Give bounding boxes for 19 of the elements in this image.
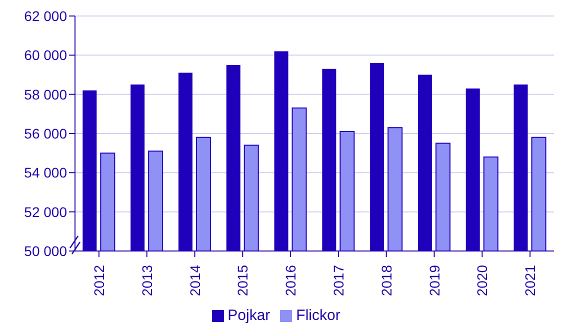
legend-label: Pojkar — [228, 307, 270, 324]
x-tick-label: 2021 — [522, 264, 538, 296]
x-tick-label: 2017 — [330, 264, 346, 296]
x-tick-label: 2015 — [234, 264, 251, 296]
x-tick-label: 2019 — [426, 264, 442, 296]
x-tick-label: 2020 — [474, 264, 490, 296]
legend-label: Flickor — [296, 307, 340, 324]
y-tick-label: 54 000 — [24, 164, 68, 181]
x-tick-label: 2013 — [138, 264, 155, 296]
x-tick-label: 2014 — [186, 264, 203, 296]
x-tick-label: 2012 — [90, 264, 107, 296]
x-tick-label: 2016 — [282, 264, 299, 296]
y-tick-label: 62 000 — [24, 8, 68, 24]
y-tick-label: 58 000 — [24, 86, 68, 102]
x-tick-label: 2018 — [378, 264, 394, 296]
y-tick-label: 56 000 — [24, 125, 68, 142]
y-tick-label: 60 000 — [24, 47, 68, 64]
y-tick-label: 50 000 — [24, 242, 68, 259]
y-tick-label: 52 000 — [24, 204, 68, 220]
